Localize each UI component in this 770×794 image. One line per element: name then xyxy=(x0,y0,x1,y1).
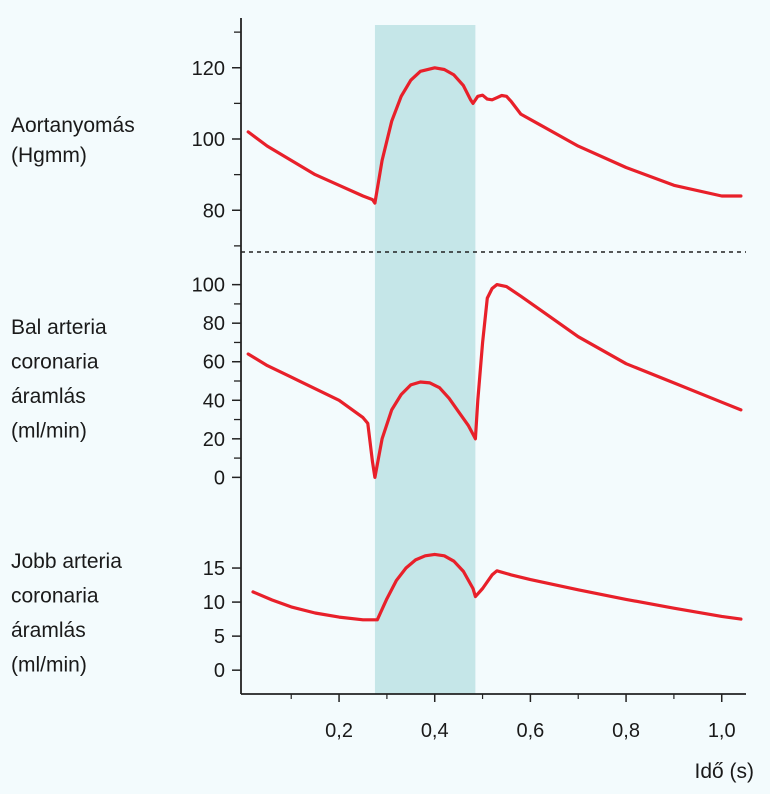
y-tick-label: 100 xyxy=(192,129,225,151)
x-tick-label: 0,2 xyxy=(325,720,353,742)
panel-label-right: (ml/min) xyxy=(11,654,87,677)
curve-left xyxy=(246,283,743,479)
panel-label-right: coronaria xyxy=(11,585,99,608)
panel-label-left: Bal arteria xyxy=(11,316,107,339)
y-tick-label: 10 xyxy=(203,592,225,614)
panel-label-left: coronaria xyxy=(11,351,99,374)
panel-label-right: áramlás xyxy=(11,619,86,642)
systole-band xyxy=(374,25,476,694)
curve-aorta xyxy=(246,66,743,205)
y-tick-label: 60 xyxy=(203,352,225,374)
y-tick-label: 100 xyxy=(192,275,225,297)
panel-label-aorta: Aortanyomás xyxy=(11,114,135,137)
y-tick-label: 120 xyxy=(192,58,225,80)
x-tick-label: 1,0 xyxy=(708,720,736,742)
y-tick-label: 80 xyxy=(203,200,225,222)
y-tick-label: 80 xyxy=(203,313,225,335)
curve-right xyxy=(251,552,743,622)
y-tick-label: 0 xyxy=(214,660,225,682)
panel-label-left: (ml/min) xyxy=(11,420,87,443)
y-tick-label: 40 xyxy=(203,390,225,412)
x-tick-label: 0,4 xyxy=(421,720,449,742)
y-tick-label: 0 xyxy=(214,467,225,489)
x-axis-label: Idő (s) xyxy=(694,760,754,783)
y-tick-label: 20 xyxy=(203,429,225,451)
y-tick-label: 15 xyxy=(203,558,225,580)
y-tick-label: 5 xyxy=(214,626,225,648)
x-tick-label: 0,8 xyxy=(612,720,640,742)
panel-label-right: Jobb arteria xyxy=(11,550,122,573)
panel-label-aorta: (Hgmm) xyxy=(11,144,87,167)
x-tick-label: 0,6 xyxy=(516,720,544,742)
panel-label-left: áramlás xyxy=(11,385,86,408)
